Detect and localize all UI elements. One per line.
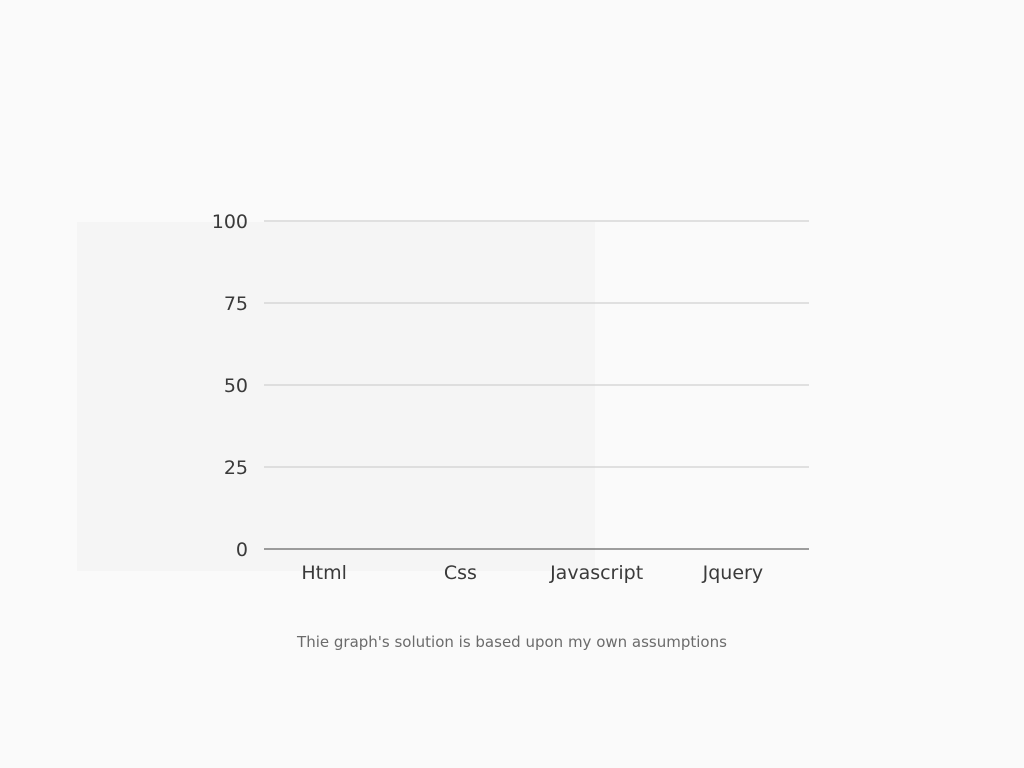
chart-caption: Thie graph's solution is based upon my o… bbox=[297, 633, 727, 651]
y-tick-label: 25 bbox=[224, 457, 248, 479]
x-tick-label-html: Html bbox=[301, 562, 347, 584]
x-tick-label-javascript: Javascript bbox=[549, 562, 643, 584]
x-tick-label-css: Css bbox=[444, 562, 477, 584]
chart-background-panel bbox=[77, 222, 595, 571]
y-tick-label: 100 bbox=[212, 211, 248, 233]
y-tick-label: 50 bbox=[224, 375, 248, 397]
y-tick-label: 75 bbox=[224, 293, 248, 315]
x-tick-label-jquery: Jquery bbox=[702, 562, 763, 584]
y-axis-ticks: 0 25 50 75 100 bbox=[212, 211, 248, 561]
x-axis-ticks: Html Css Javascript Jquery bbox=[301, 562, 763, 584]
gridlines bbox=[264, 220, 809, 550]
y-tick-label: 0 bbox=[236, 539, 248, 561]
